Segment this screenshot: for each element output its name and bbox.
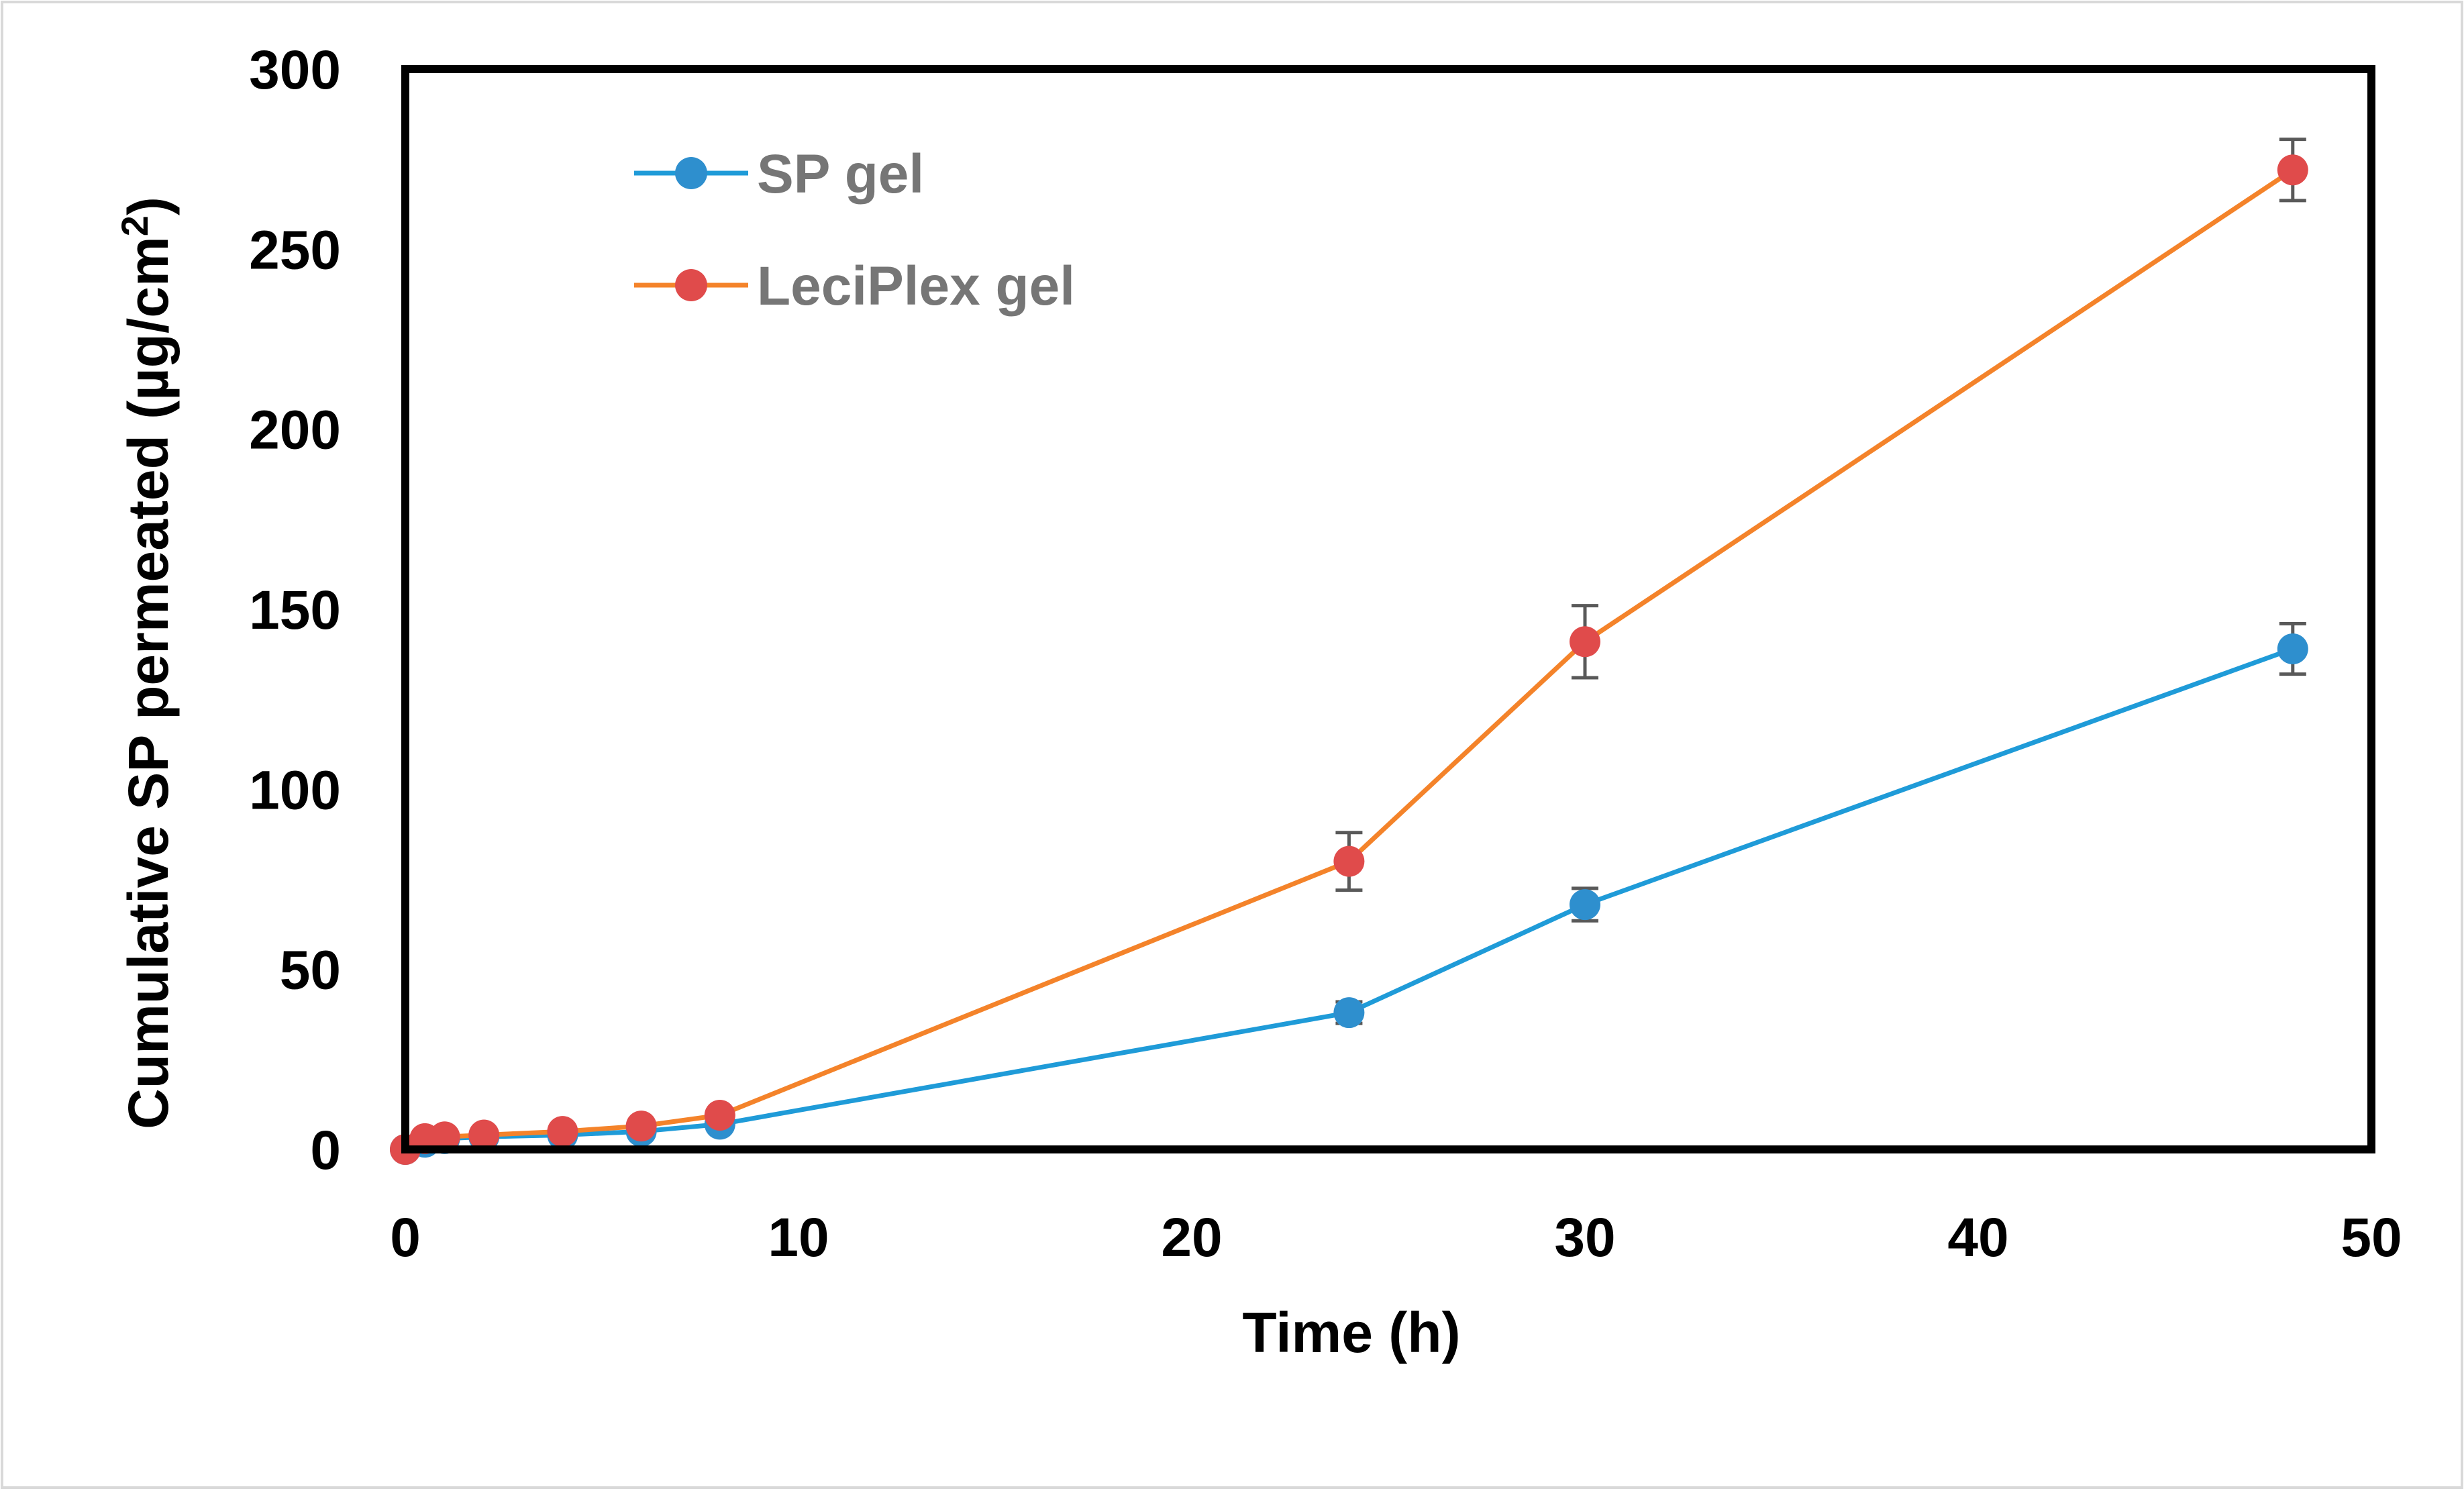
y-tick-label: 0 xyxy=(310,1120,341,1181)
data-point xyxy=(1333,845,1365,877)
x-tick-label: 40 xyxy=(1947,1207,2008,1268)
y-axis-title-main: Cumulative SP permeated (µg/cm xyxy=(117,236,180,1129)
y-tick-label: 200 xyxy=(249,400,341,461)
y-tick-label: 150 xyxy=(249,580,341,641)
y-axis-ticks: 0 50 100 150 200 250 300 xyxy=(249,40,341,1181)
x-tick-label: 10 xyxy=(768,1207,829,1268)
data-point xyxy=(1333,997,1365,1029)
data-point xyxy=(2277,633,2308,665)
legend-marker xyxy=(675,269,707,301)
data-point xyxy=(429,1121,460,1153)
x-tick-label: 50 xyxy=(2341,1207,2402,1268)
legend-item: LeciPlex gel xyxy=(634,256,1075,317)
legend-label: SP gel xyxy=(757,144,924,205)
x-axis-ticks: 0 10 20 30 40 50 xyxy=(390,1207,2402,1268)
x-axis-title: Time (h) xyxy=(1242,1301,1460,1364)
y-axis-title-close: ) xyxy=(117,197,180,215)
x-tick-label: 0 xyxy=(390,1207,421,1268)
legend-item: SP gel xyxy=(634,144,924,205)
y-tick-label: 250 xyxy=(249,219,341,280)
data-point xyxy=(704,1100,735,1131)
y-axis-title-superscript: 2 xyxy=(113,215,156,236)
data-point xyxy=(1570,889,1600,921)
legend-label: LeciPlex gel xyxy=(757,256,1075,317)
data-point xyxy=(468,1119,500,1151)
data-point xyxy=(2277,154,2308,186)
x-tick-label: 20 xyxy=(1161,1207,1222,1268)
data-point xyxy=(625,1111,657,1142)
series-1 xyxy=(390,138,2308,1165)
y-tick-label: 300 xyxy=(249,40,341,101)
legend-marker xyxy=(675,157,707,189)
plot-area-border xyxy=(401,65,2375,1153)
x-tick-label: 30 xyxy=(1554,1207,1615,1268)
data-point xyxy=(547,1116,578,1147)
legend: SP gel LeciPlex gel xyxy=(634,144,1075,317)
data-point xyxy=(1570,626,1600,658)
y-tick-label: 50 xyxy=(280,940,341,1001)
y-axis-title: Cumulative SP permeated (µg/cm2) xyxy=(113,197,180,1129)
series-layer xyxy=(390,138,2308,1165)
y-tick-label: 100 xyxy=(249,760,341,821)
